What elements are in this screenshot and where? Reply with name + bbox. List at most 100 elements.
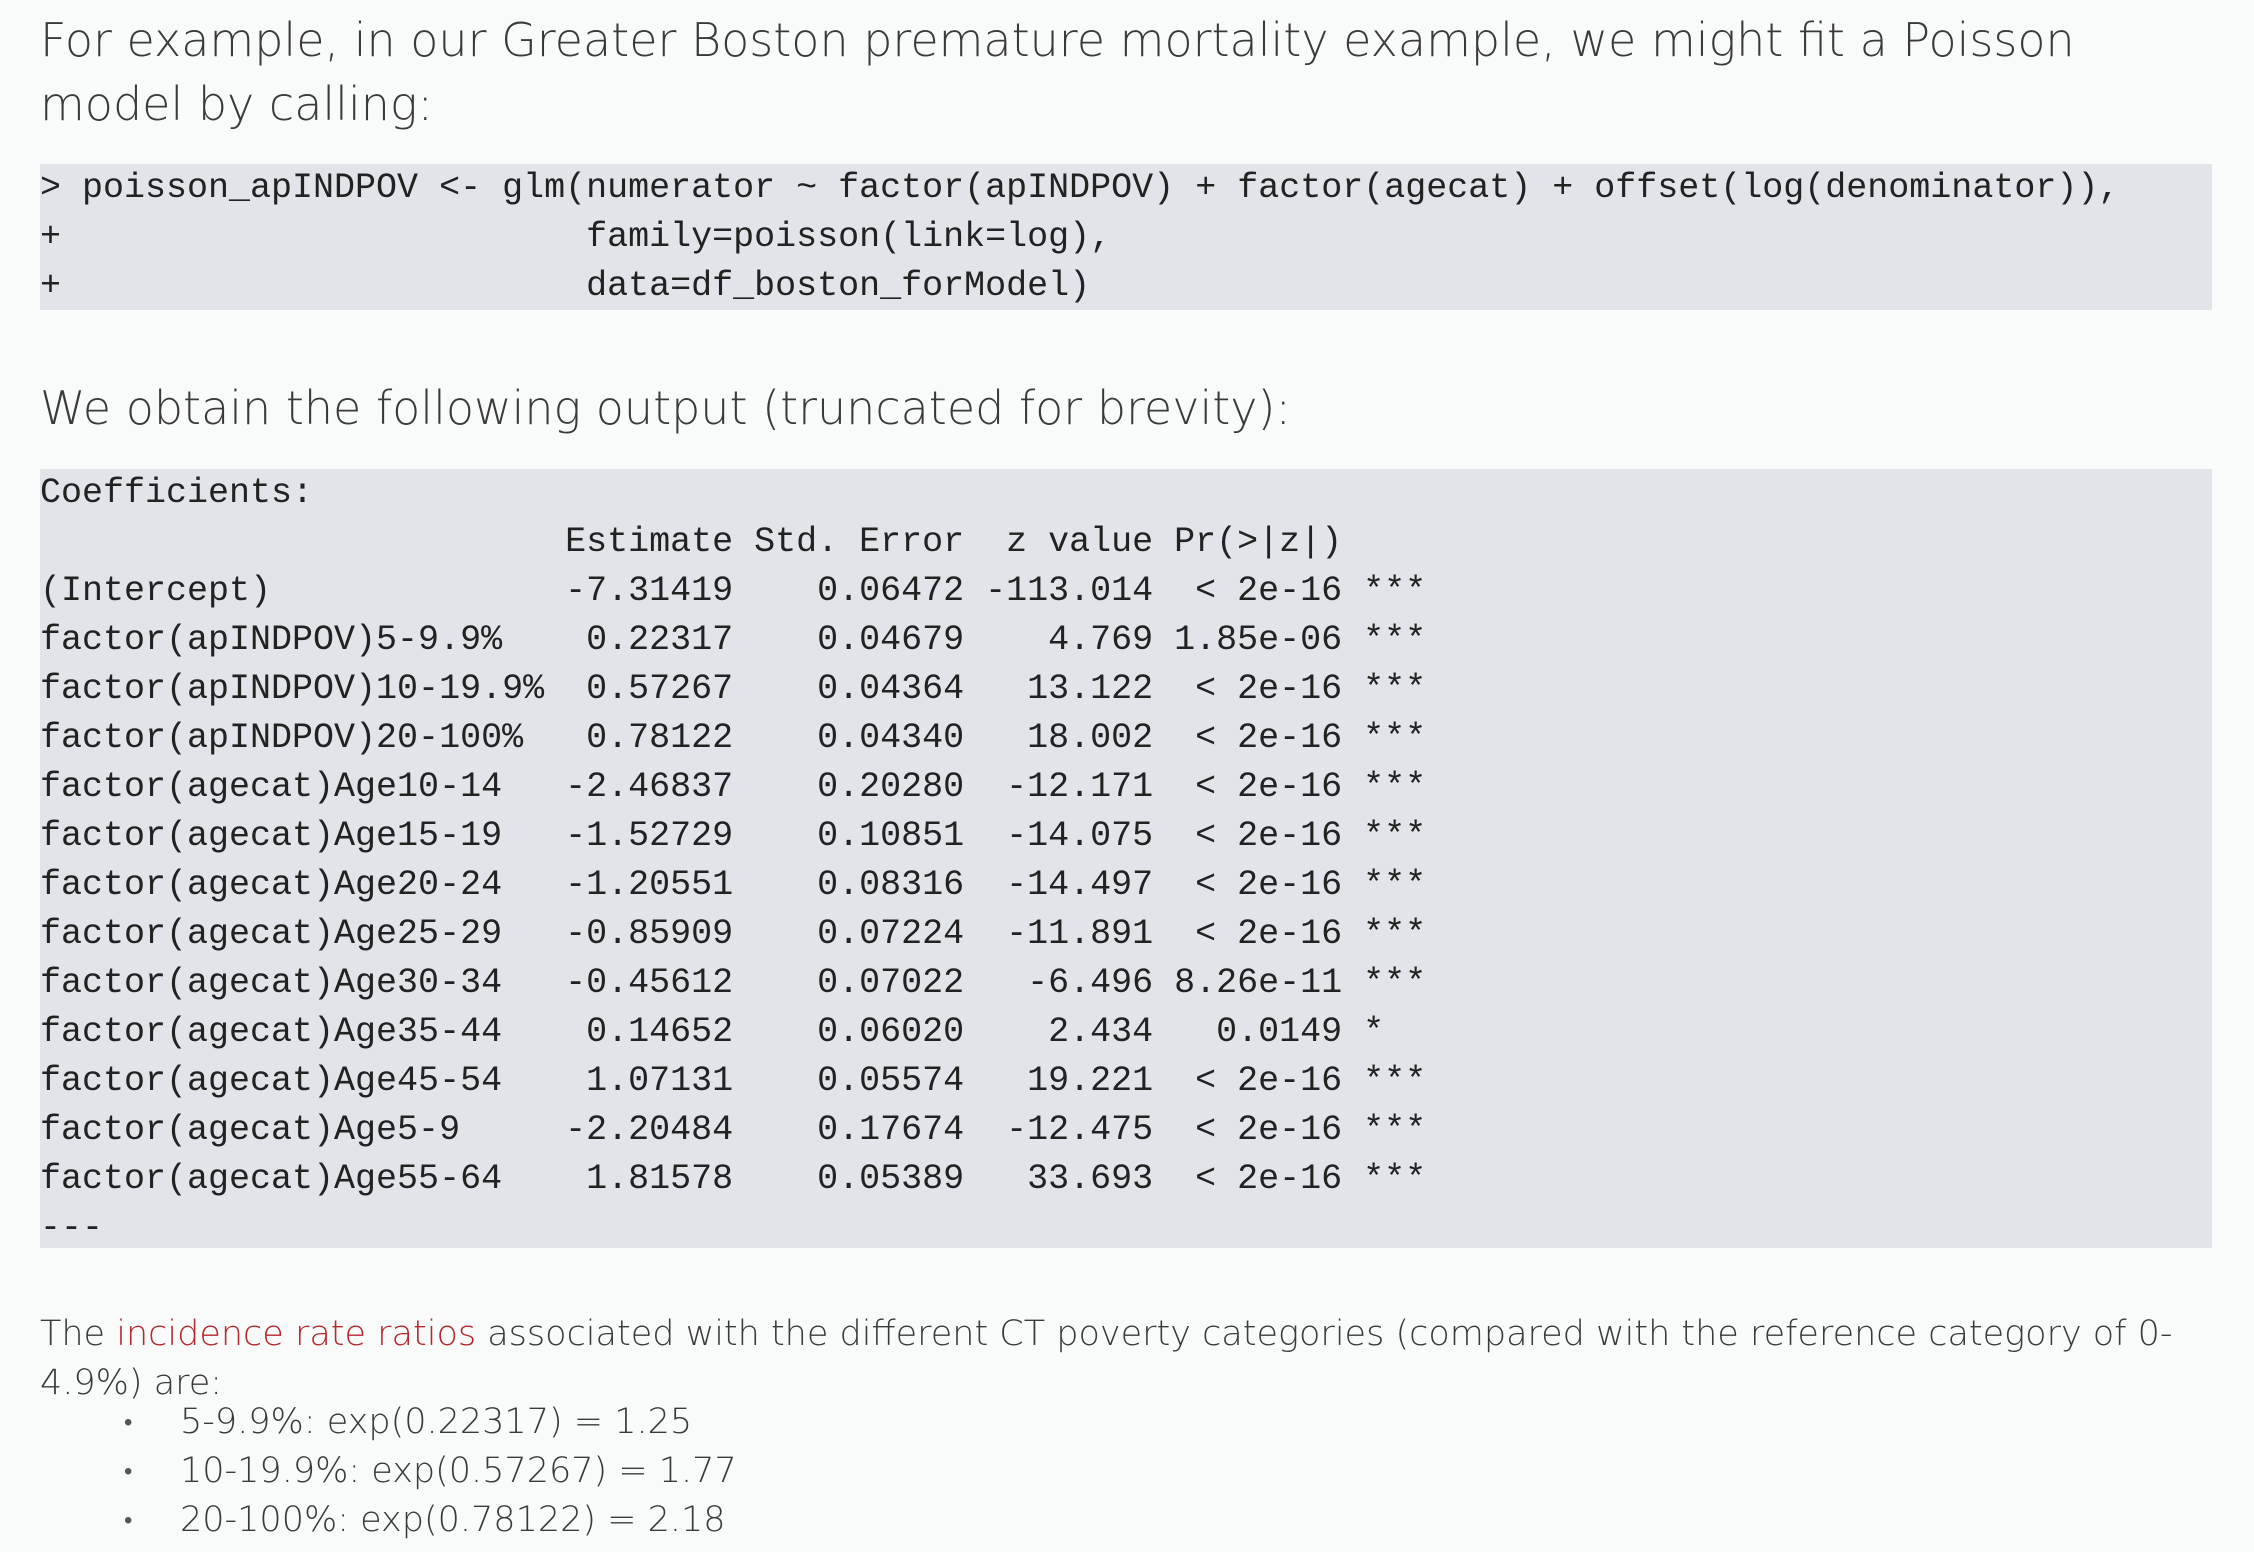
coef-cell: 1.81578 (586, 1159, 734, 1199)
coef-row: factor(agecat)Age25-29 -0.85909 0.07224 -11… (40, 910, 2212, 959)
coef-name: factor(agecat)Age25-29 (40, 914, 503, 954)
coef-cell: *** (1363, 1110, 1427, 1150)
irr-item: 5-9.9%: exp(0.22317) = 1.25 (124, 1398, 737, 1447)
coef-row: factor(agecat)Age10-14 -2.46837 0.20280 -12… (40, 763, 2212, 812)
coef-row: (Intercept) -7.31419 0.06472 -113.014 < 2e-1… (40, 567, 2212, 616)
irr-item: 10-19.9%: exp(0.57267) = 1.77 (124, 1447, 737, 1496)
coef-name: factor(apINDPOV)10-19.9% (40, 669, 545, 709)
coef-cell: -12.171 (1006, 767, 1154, 807)
coef-cell: < 2e-16 (1195, 865, 1343, 905)
column-header: Pr(>|z|) (1174, 522, 1343, 562)
coef-cell: 0.05389 (817, 1159, 965, 1199)
coef-cell: -11.891 (1006, 914, 1154, 954)
coef-cell: < 2e-16 (1195, 571, 1343, 611)
coef-row: factor(apINDPOV)5-9.9% 0.22317 0.04679 4.76… (40, 616, 2212, 665)
irr-list: 5-9.9%: exp(0.22317) = 1.2510-19.9%: exp… (120, 1398, 737, 1545)
coef-cell: *** (1363, 914, 1427, 954)
coef-row: factor(agecat)Age20-24 -1.20551 0.08316 -14… (40, 861, 2212, 910)
coef-cell: 18.002 (1027, 718, 1154, 758)
coef-cell: 0.08316 (817, 865, 965, 905)
coef-cell: *** (1363, 1061, 1427, 1101)
coef-cell: -1.52729 (565, 816, 734, 856)
output-block: Coefficients: Estimate Std. Error z value Pr… (40, 469, 2212, 1248)
output-header: Estimate Std. Error z value Pr(>|z|) (40, 518, 2212, 567)
coef-cell: 0.0149 (1216, 1012, 1343, 1052)
output-intro: We obtain the following output (truncate… (40, 381, 1291, 435)
coef-cell: 0.04679 (817, 620, 965, 660)
coef-cell: *** (1363, 620, 1427, 660)
coef-cell: < 2e-16 (1195, 1061, 1343, 1101)
coef-cell: 8.26e-11 (1174, 963, 1343, 1003)
coef-cell: < 2e-16 (1195, 718, 1343, 758)
code-line: + family=poisson(link=log), (40, 217, 1112, 257)
coef-cell: 0.07224 (817, 914, 965, 954)
coef-cell: *** (1363, 816, 1427, 856)
coef-name: factor(agecat)Age20-24 (40, 865, 503, 905)
coef-cell: 0.06020 (817, 1012, 965, 1052)
coef-name: (Intercept) (40, 571, 272, 611)
coef-cell: -0.45612 (565, 963, 734, 1003)
coef-cell: 0.17674 (817, 1110, 965, 1150)
coef-name: factor(agecat)Age5-9 (40, 1110, 461, 1150)
coef-cell: 0.04364 (817, 669, 965, 709)
coef-cell: 1.07131 (586, 1061, 734, 1101)
output-title: Coefficients: (40, 473, 314, 513)
coef-cell: *** (1363, 571, 1427, 611)
coef-cell: 0.06472 (817, 571, 965, 611)
coef-name: factor(agecat)Age55-64 (40, 1159, 503, 1199)
code-line: > poisson_apINDPOV <- glm(numerator ~ fa… (40, 168, 2120, 208)
header-spacer (40, 518, 565, 567)
coef-cell: 19.221 (1027, 1061, 1154, 1101)
coef-cell: *** (1363, 963, 1427, 1003)
coef-cell: -2.46837 (565, 767, 734, 807)
irr-paragraph: The incidence rate ratios associated wit… (40, 1310, 2212, 1408)
coef-cell: 13.122 (1027, 669, 1154, 709)
coef-cell: < 2e-16 (1195, 669, 1343, 709)
coef-cell: -0.85909 (565, 914, 734, 954)
column-header: Std. Error (754, 522, 965, 562)
code-block: > poisson_apINDPOV <- glm(numerator ~ fa… (40, 164, 2212, 310)
coef-row: factor(agecat)Age30-34 -0.45612 0.07022 -6.… (40, 959, 2212, 1008)
coef-cell: -1.20551 (565, 865, 734, 905)
coef-cell: *** (1363, 865, 1427, 905)
coef-cell: 0.14652 (586, 1012, 734, 1052)
coef-cell: 0.04340 (817, 718, 965, 758)
coef-name: factor(agecat)Age45-54 (40, 1061, 503, 1101)
link[interactable]: incidence rate ratios (116, 1314, 477, 1354)
coef-cell: 0.10851 (817, 816, 965, 856)
coef-row: factor(agecat)Age55-64 1.81578 0.05389 33.6… (40, 1155, 2212, 1204)
intro-text: For example, in our Greater Boston prema… (40, 13, 2075, 131)
coef-cell: < 2e-16 (1195, 816, 1343, 856)
coef-cell: *** (1363, 767, 1427, 807)
coef-cell: -113.014 (985, 571, 1154, 611)
coef-name: factor(apINDPOV)5-9.9% (40, 620, 503, 660)
coef-cell: -6.496 (1027, 963, 1154, 1003)
coef-row: factor(agecat)Age5-9 -2.20484 0.17674 -12.4… (40, 1106, 2212, 1155)
coef-name: factor(apINDPOV)20-100% (40, 718, 524, 758)
coef-row: factor(agecat)Age35-44 0.14652 0.06020 2.43… (40, 1008, 2212, 1057)
code-line: + data=df_boston_forModel) (40, 266, 1091, 306)
coef-cell: *** (1363, 1159, 1427, 1199)
coef-cell: 0.20280 (817, 767, 965, 807)
coef-cell: 1.85e-06 (1174, 620, 1343, 660)
coef-cell: -12.475 (1006, 1110, 1154, 1150)
coef-cell: 0.22317 (586, 620, 734, 660)
coef-cell: 4.769 (1048, 620, 1154, 660)
coef-name: factor(agecat)Age10-14 (40, 767, 503, 807)
coef-cell: 0.05574 (817, 1061, 965, 1101)
column-header: z value (1006, 522, 1154, 562)
coef-cell: * (1363, 1012, 1385, 1052)
coef-cell: *** (1363, 718, 1427, 758)
coef-cell: -14.497 (1006, 865, 1154, 905)
coef-cell: 2.434 (1048, 1012, 1154, 1052)
coef-row: factor(agecat)Age15-19 -1.52729 0.10851 -14… (40, 812, 2212, 861)
coef-name: factor(agecat)Age15-19 (40, 816, 503, 856)
coef-cell: 0.78122 (586, 718, 734, 758)
coef-cell: 0.07022 (817, 963, 965, 1003)
coef-cell: -7.31419 (565, 571, 734, 611)
coef-cell: < 2e-16 (1195, 1110, 1343, 1150)
coef-cell: -2.20484 (565, 1110, 734, 1150)
coef-cell: *** (1363, 669, 1427, 709)
coef-cell: < 2e-16 (1195, 1159, 1343, 1199)
